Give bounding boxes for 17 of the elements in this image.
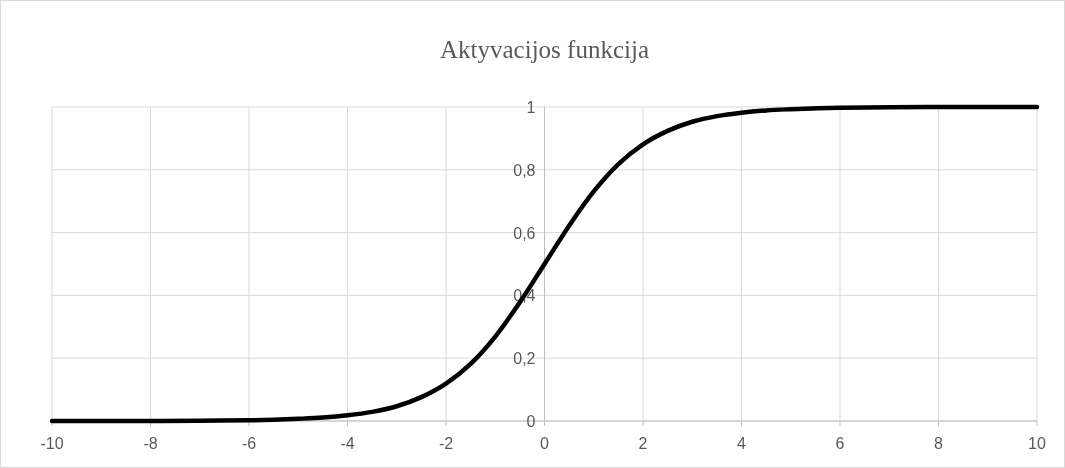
chart-title: Aktyvacijos funkcija	[440, 36, 649, 63]
x-tick-label: -10	[40, 435, 64, 452]
y-tick-label: 0	[526, 413, 536, 430]
x-tick-label: -2	[438, 435, 454, 452]
y-tick-label: 0,6	[513, 224, 536, 242]
y-tick-label: 0,2	[513, 350, 536, 368]
x-tick-label: 0	[540, 435, 550, 452]
x-tick-label: -8	[143, 435, 158, 452]
x-tick-label: 4	[737, 435, 747, 452]
x-tick-label: -4	[340, 435, 355, 452]
y-tick-label: 1	[526, 99, 536, 116]
x-tick-label: 8	[934, 435, 944, 452]
x-tick-label: 6	[835, 435, 845, 452]
x-tick-label: -6	[241, 435, 257, 452]
y-tick-label: 0,8	[513, 161, 536, 179]
x-tick-label: 2	[638, 435, 648, 452]
x-tick-label: 10	[1028, 435, 1046, 452]
